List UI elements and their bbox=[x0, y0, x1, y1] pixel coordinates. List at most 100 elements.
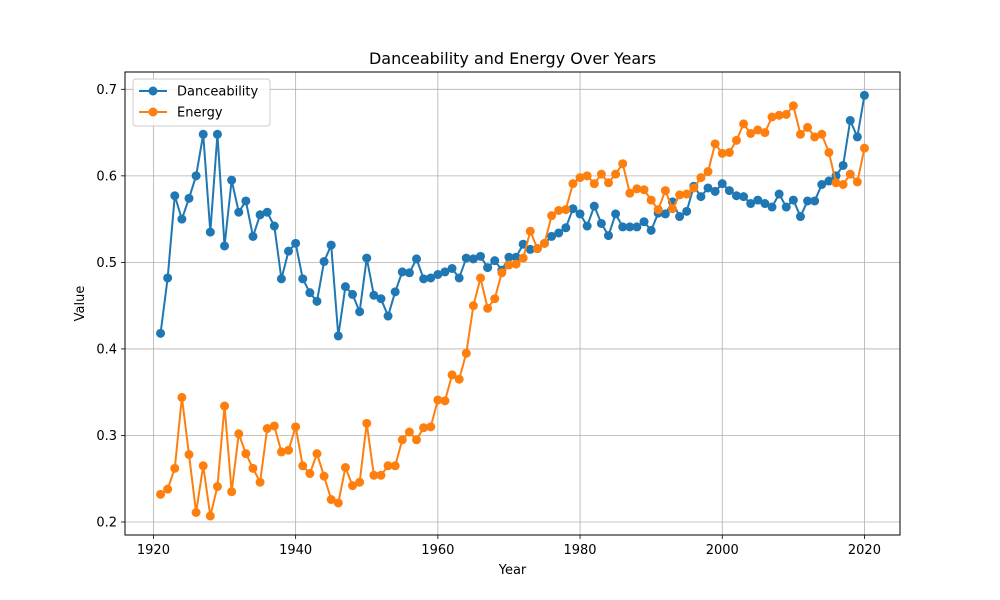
energy-point bbox=[326, 495, 336, 505]
danceability-point bbox=[269, 221, 279, 231]
energy-point bbox=[539, 238, 549, 248]
danceability-point bbox=[468, 254, 478, 264]
energy-point bbox=[781, 109, 791, 119]
danceability-point bbox=[284, 246, 294, 256]
energy-point bbox=[824, 147, 834, 157]
energy-point bbox=[568, 179, 578, 189]
danceability-point bbox=[632, 222, 642, 232]
danceability-point bbox=[703, 183, 713, 193]
danceability-point bbox=[212, 129, 222, 139]
y-tick-label: 0.6 bbox=[96, 169, 117, 184]
x-axis-label: Year bbox=[498, 563, 527, 578]
energy-point bbox=[163, 484, 173, 494]
energy-point bbox=[454, 374, 464, 384]
energy-point bbox=[731, 135, 741, 145]
danceability-point bbox=[696, 192, 706, 202]
energy-point bbox=[184, 450, 194, 460]
energy-point bbox=[397, 435, 407, 445]
energy-point bbox=[532, 244, 542, 254]
danceability-point bbox=[262, 207, 272, 217]
danceability-point bbox=[575, 209, 585, 219]
energy-point bbox=[205, 511, 215, 521]
danceability-point bbox=[788, 195, 798, 205]
danceability-point bbox=[248, 231, 258, 241]
danceability-point bbox=[319, 257, 329, 267]
energy-point bbox=[419, 423, 429, 433]
danceability-point bbox=[447, 263, 457, 273]
energy-point bbox=[262, 424, 272, 434]
danceability-point bbox=[476, 251, 486, 261]
energy-point bbox=[177, 392, 187, 402]
danceability-point bbox=[511, 252, 521, 262]
energy-point bbox=[603, 178, 613, 188]
energy-point bbox=[483, 303, 493, 313]
energy-point bbox=[717, 148, 727, 158]
chart-title: Danceability and Energy Over Years bbox=[369, 49, 656, 68]
danceability-point bbox=[184, 193, 194, 203]
energy-point bbox=[348, 481, 358, 491]
danceability-point bbox=[724, 186, 734, 196]
danceability-point bbox=[810, 196, 820, 206]
danceability-point bbox=[177, 214, 187, 224]
energy-point bbox=[596, 169, 606, 179]
energy-point bbox=[433, 395, 443, 405]
danceability-point bbox=[191, 171, 201, 181]
energy-point bbox=[276, 447, 286, 457]
y-tick-label: 0.2 bbox=[96, 516, 117, 531]
x-tick-label: 1980 bbox=[563, 543, 596, 558]
energy-point bbox=[255, 477, 265, 487]
danceability-point bbox=[198, 129, 208, 139]
energy-point bbox=[774, 110, 784, 120]
x-tick-label: 1940 bbox=[279, 543, 312, 558]
danceability-point bbox=[355, 307, 365, 317]
danceability-point bbox=[504, 252, 514, 262]
danceability-point bbox=[739, 192, 749, 202]
danceability-point bbox=[390, 287, 400, 297]
y-axis-label: Value bbox=[73, 286, 88, 322]
danceability-point bbox=[746, 199, 756, 209]
y-tick-label: 0.3 bbox=[96, 429, 117, 444]
danceability-point bbox=[298, 274, 308, 284]
energy-point bbox=[426, 422, 436, 432]
danceability-point bbox=[440, 267, 450, 277]
energy-point bbox=[504, 260, 514, 270]
danceability-point bbox=[291, 238, 301, 248]
danceability-point bbox=[817, 180, 827, 190]
energy-point bbox=[319, 471, 329, 481]
energy-point bbox=[220, 401, 230, 411]
x-tick-label: 1960 bbox=[421, 543, 454, 558]
danceability-point bbox=[838, 160, 848, 170]
danceability-point bbox=[433, 270, 443, 280]
danceability-point bbox=[824, 176, 834, 186]
danceability-point bbox=[419, 274, 429, 284]
danceability-point bbox=[717, 179, 727, 189]
danceability-point bbox=[682, 206, 692, 216]
energy-point bbox=[739, 119, 749, 129]
danceability-point bbox=[618, 222, 628, 232]
danceability-point bbox=[369, 290, 379, 300]
danceability-point bbox=[710, 186, 720, 196]
energy-point bbox=[191, 507, 201, 517]
danceability-point bbox=[859, 90, 869, 100]
danceability-point bbox=[312, 296, 322, 306]
energy-point bbox=[767, 112, 777, 122]
energy-point bbox=[284, 445, 294, 455]
danceability-point bbox=[646, 225, 656, 235]
x-tick-label: 2000 bbox=[706, 543, 739, 558]
energy-point bbox=[589, 179, 599, 189]
danceability-point bbox=[326, 240, 336, 250]
energy-point bbox=[212, 482, 222, 492]
danceability-point bbox=[611, 209, 621, 219]
danceability-point bbox=[227, 175, 237, 185]
energy-point bbox=[611, 169, 621, 179]
danceability-point bbox=[234, 207, 244, 217]
energy-point bbox=[831, 178, 841, 188]
energy-point bbox=[305, 469, 315, 479]
danceability-legend-marker bbox=[148, 86, 158, 96]
axis-ticks: 1920 1940 1960 1980 2000 2020 0.2 0.3 0.4 0.5 0.6 0… bbox=[96, 83, 881, 558]
energy-point bbox=[618, 159, 628, 169]
danceability-point bbox=[525, 244, 535, 254]
danceability-point bbox=[547, 231, 557, 241]
energy-point bbox=[362, 418, 372, 428]
